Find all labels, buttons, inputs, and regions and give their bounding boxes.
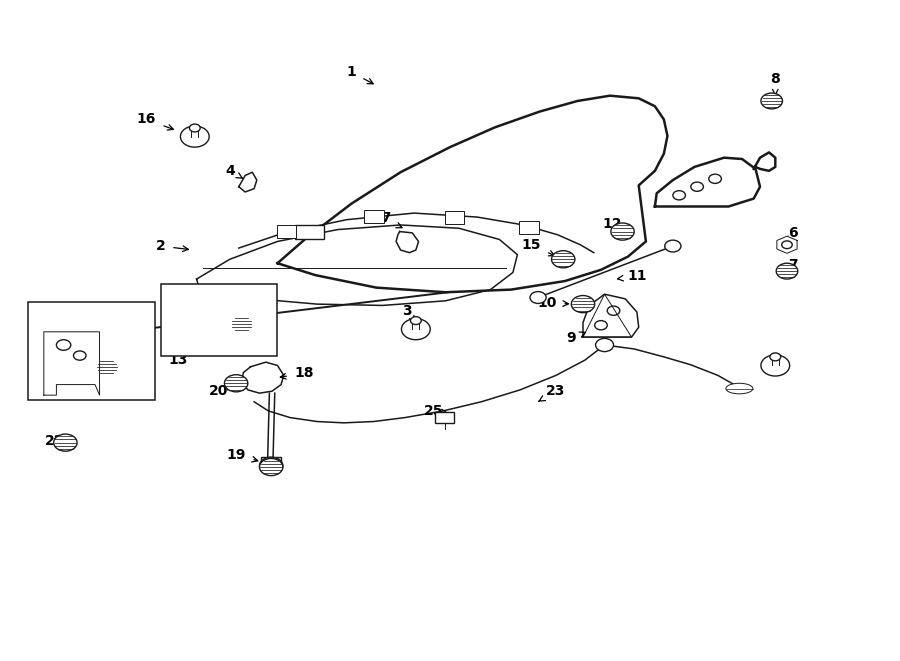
Text: 24: 24 <box>766 362 785 378</box>
Text: 14: 14 <box>223 330 242 344</box>
Circle shape <box>611 223 634 240</box>
Text: 4: 4 <box>225 164 242 178</box>
Text: 1: 1 <box>346 65 374 84</box>
Circle shape <box>230 316 252 332</box>
Circle shape <box>410 317 421 325</box>
Bar <box>28 302 156 400</box>
Circle shape <box>224 375 248 392</box>
Circle shape <box>782 241 792 249</box>
Circle shape <box>552 251 575 268</box>
Circle shape <box>760 93 782 109</box>
Circle shape <box>259 457 283 475</box>
Text: 15: 15 <box>521 238 554 256</box>
Circle shape <box>572 295 595 313</box>
Circle shape <box>54 434 77 451</box>
Text: 7: 7 <box>788 258 798 272</box>
Bar <box>276 225 296 238</box>
Circle shape <box>665 240 681 252</box>
Circle shape <box>96 359 118 375</box>
Circle shape <box>401 319 430 340</box>
Text: 11: 11 <box>617 270 647 284</box>
Bar <box>435 412 454 423</box>
Polygon shape <box>777 236 797 253</box>
Ellipse shape <box>726 383 752 394</box>
Text: 25: 25 <box>424 404 447 418</box>
Text: 22: 22 <box>45 434 65 448</box>
Circle shape <box>596 338 614 352</box>
Text: 18: 18 <box>280 366 314 380</box>
Text: 12: 12 <box>602 217 625 231</box>
Text: 8: 8 <box>770 71 780 95</box>
Text: 21: 21 <box>56 313 75 328</box>
Bar <box>519 221 539 234</box>
Text: 2: 2 <box>156 239 188 253</box>
Circle shape <box>189 124 200 132</box>
Text: 10: 10 <box>537 295 569 310</box>
Bar <box>160 284 277 356</box>
Text: 13: 13 <box>169 353 188 367</box>
Circle shape <box>530 292 546 303</box>
Bar <box>295 225 324 239</box>
Circle shape <box>776 263 797 279</box>
Circle shape <box>770 353 780 361</box>
Text: 17: 17 <box>373 212 402 228</box>
Bar <box>364 210 383 223</box>
Text: 3: 3 <box>402 303 415 321</box>
Text: 20: 20 <box>209 384 231 398</box>
Bar <box>445 211 464 224</box>
Text: 19: 19 <box>227 447 257 462</box>
Text: 6: 6 <box>788 226 798 243</box>
Text: 23: 23 <box>539 384 566 401</box>
Bar <box>261 457 281 465</box>
Circle shape <box>83 331 95 340</box>
Circle shape <box>180 126 209 147</box>
Text: 5: 5 <box>61 327 85 341</box>
Circle shape <box>259 459 283 476</box>
Circle shape <box>760 355 789 376</box>
Text: 9: 9 <box>566 331 585 346</box>
Text: 16: 16 <box>137 112 174 130</box>
